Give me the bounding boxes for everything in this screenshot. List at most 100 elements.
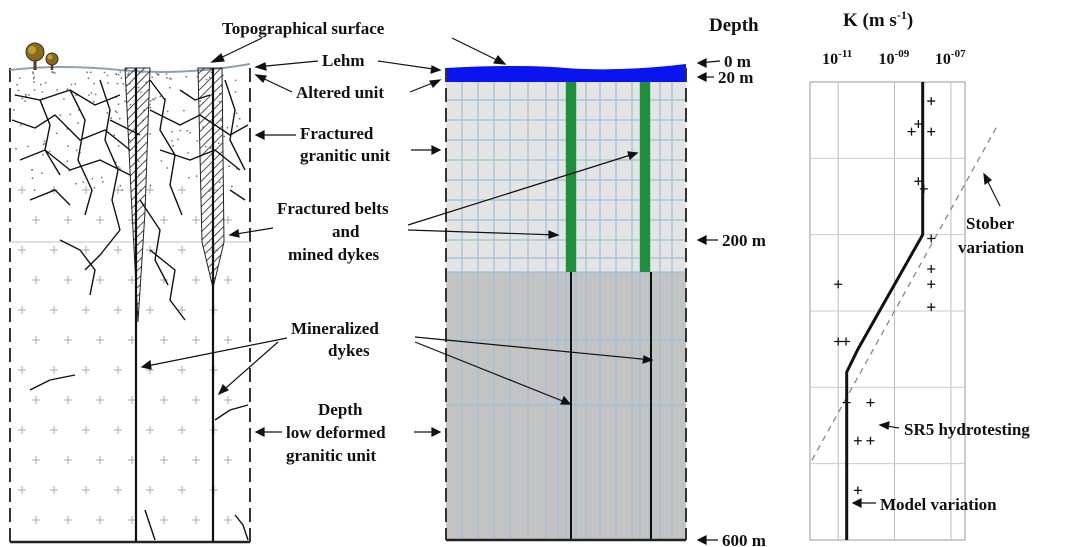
cross-mark (50, 426, 58, 434)
cross-mark (178, 366, 186, 374)
cross-mark (50, 486, 58, 494)
cross-mark (146, 426, 154, 434)
dot-mark (149, 133, 152, 135)
dot-mark (226, 126, 229, 129)
dot-mark (42, 143, 45, 146)
cross-mark (192, 456, 200, 464)
dot-mark (77, 122, 79, 124)
hydrotest-point (834, 337, 843, 346)
cross-mark (192, 336, 200, 344)
k-plot-grid (810, 82, 965, 540)
cross-mark (18, 186, 26, 194)
dot-mark (118, 117, 121, 120)
hydrotest-point (927, 97, 936, 106)
dot-mark (152, 98, 154, 101)
cross-mark (146, 486, 154, 494)
hydrotest-point (853, 486, 862, 495)
cross-mark (224, 216, 232, 224)
cross-mark (64, 396, 72, 404)
dot-mark (231, 185, 233, 188)
cross-mark (192, 396, 200, 404)
green-dyke-left (566, 82, 576, 272)
cross-mark (32, 216, 40, 224)
cross-mark (96, 276, 104, 284)
k-plot-title: K (m s-1) (843, 8, 913, 31)
dot-mark (119, 167, 121, 170)
cross-mark (178, 246, 186, 254)
cross-mark (178, 186, 186, 194)
green-dyke-right (640, 82, 650, 272)
fractured-belt-right (197, 67, 225, 289)
cross-mark (192, 276, 200, 284)
dot-mark (15, 147, 17, 150)
dot-mark (196, 140, 199, 142)
dot-mark (151, 76, 154, 79)
dot-mark (106, 112, 109, 114)
cross-mark (82, 246, 90, 254)
dot-mark (117, 103, 120, 106)
dot-mark (31, 169, 33, 171)
dot-mark (228, 165, 230, 168)
dot-mark (55, 132, 58, 135)
label-mineralized-1: Mineralized (291, 319, 379, 338)
k-axis-ticks: 10-11 10-09 10-07 (822, 48, 966, 68)
label-belts-1: Fractured belts (277, 199, 389, 218)
tree-icon (25, 42, 59, 70)
dot-mark (39, 83, 42, 86)
dot-mark (42, 153, 44, 156)
cross-mark (128, 336, 136, 344)
dot-mark (149, 100, 152, 102)
dot-mark (18, 77, 21, 79)
dot-mark (33, 76, 36, 79)
dot-mark (113, 134, 116, 137)
dot-mark (188, 176, 190, 179)
hydrotest-point (927, 127, 936, 136)
model-variation-label: Model variation (880, 495, 997, 514)
dot-mark (90, 92, 93, 94)
label-altered-unit: Altered unit (296, 83, 384, 102)
cross-mark (160, 456, 168, 464)
dot-mark (82, 181, 85, 184)
cross-mark (146, 306, 154, 314)
hydrotest-point (914, 177, 923, 186)
cross-mark (160, 516, 168, 524)
label-fractured-1: Fractured (300, 124, 374, 143)
cross-mark (114, 486, 122, 494)
dot-mark (160, 160, 163, 162)
dot-mark (238, 117, 241, 120)
label-belts-2: and (332, 222, 360, 241)
dot-mark (13, 109, 15, 111)
dot-mark (91, 178, 94, 180)
depth-tick-0: 0 m (724, 52, 751, 71)
label-belts-3: mined dykes (288, 245, 380, 264)
hydrotest-point (866, 436, 875, 445)
stober-label-2: variation (958, 238, 1025, 257)
label-fractured-2: granitic unit (300, 146, 391, 165)
depth-tick-200: 200 m (722, 231, 766, 250)
dot-mark (54, 72, 56, 74)
dot-mark (117, 166, 120, 168)
dot-mark (172, 144, 175, 147)
hydrotest-point (914, 119, 923, 128)
dot-mark (124, 100, 126, 103)
dot-mark (223, 135, 226, 138)
hydrotest-point (834, 280, 843, 289)
dot-mark (186, 129, 189, 132)
dot-mark (166, 167, 169, 169)
dot-mark (179, 129, 182, 132)
dot-mark (33, 189, 36, 192)
dot-mark (92, 100, 95, 103)
dot-mark (169, 86, 171, 89)
dot-mark (101, 180, 104, 183)
dot-mark (100, 176, 103, 179)
hydrotest-label: SR5 hydrotesting (904, 420, 1030, 439)
cross-mark (64, 276, 72, 284)
cross-mark (178, 426, 186, 434)
cross-mark (128, 396, 136, 404)
dot-mark (41, 91, 44, 93)
dot-mark (43, 140, 46, 143)
cross-mark (64, 336, 72, 344)
dot-mark (27, 145, 29, 148)
cross-mark (224, 456, 232, 464)
dot-mark (120, 77, 123, 80)
